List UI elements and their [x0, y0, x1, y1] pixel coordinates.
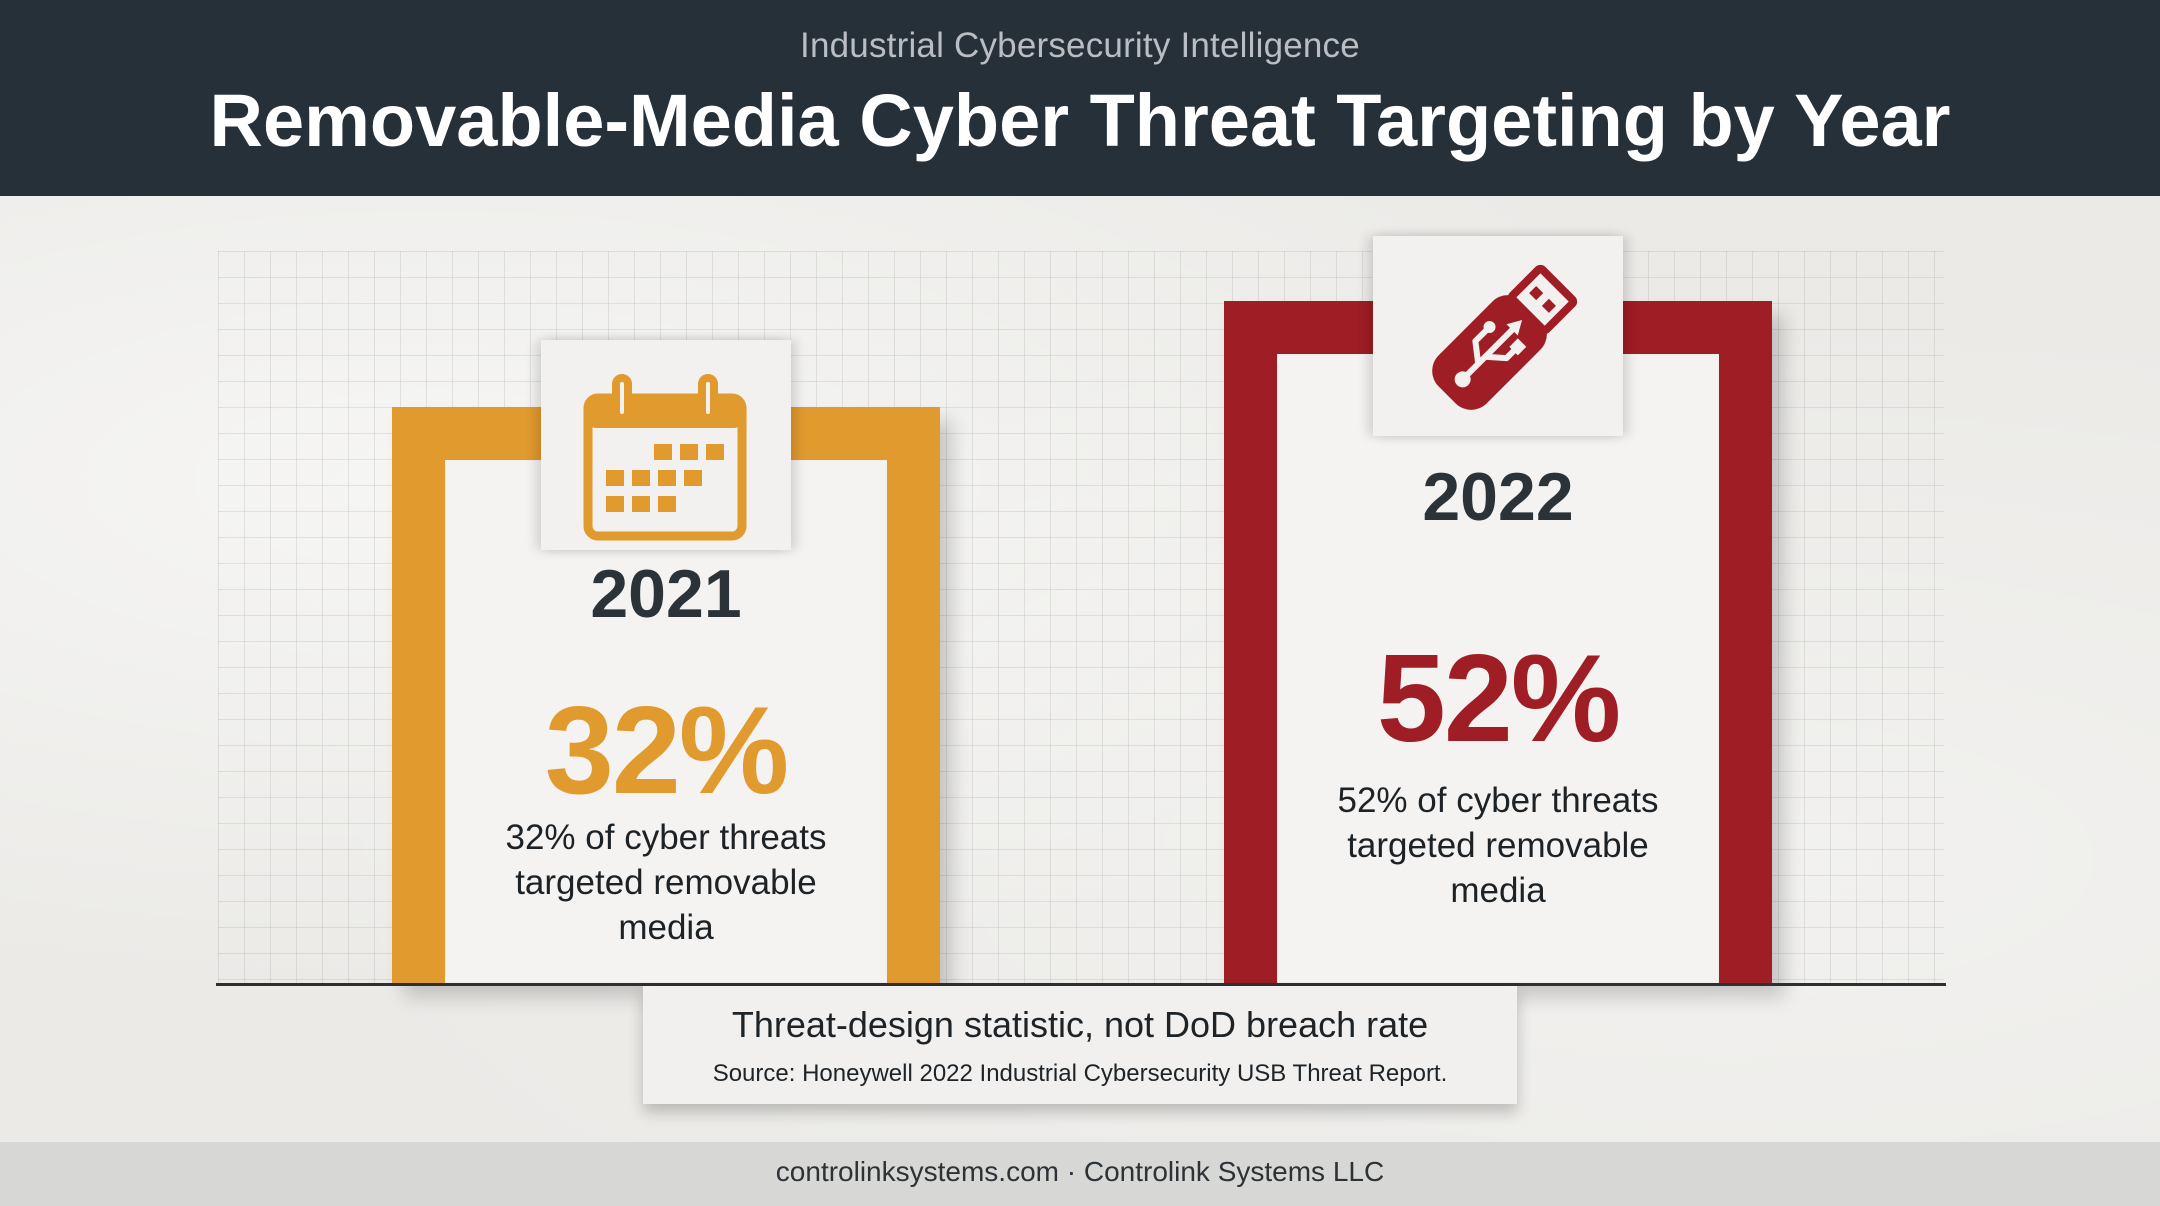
- usb-drive-icon: [1432, 264, 1578, 410]
- bar-2022-description-line-3: media: [1450, 871, 1546, 910]
- footer-text: controlinksystems.com · Controlink Syste…: [775, 1156, 1385, 1187]
- bar-2022-description-line-1: 52% of cyber threats: [1337, 781, 1659, 820]
- bar-2021-description-line-2: targeted removable: [515, 863, 817, 902]
- page-title: Removable-Media Cyber Threat Targeting b…: [209, 79, 1951, 162]
- bar-2022-value-label: 52%: [1376, 630, 1621, 768]
- bar-2021-value-label: 32%: [544, 682, 789, 820]
- bar-2022-description: 52% of cyber threats targeted removable …: [1302, 778, 1694, 913]
- source-note-card: Threat-design statistic, not DoD breach …: [643, 986, 1517, 1104]
- header-kicker: Industrial Cybersecurity Intelligence: [800, 26, 1360, 65]
- source-citation: Source: Honeywell 2022 Industrial Cybers…: [712, 1060, 1448, 1087]
- bar-2021-year-label: 2021: [590, 556, 742, 632]
- bar-2021-description-line-1: 32% of cyber threats: [505, 818, 827, 857]
- bar-2022-panel: [1277, 354, 1719, 983]
- calendar-icon: [583, 374, 747, 541]
- chart-baseline: [216, 983, 1946, 986]
- bar-2021-description: 32% of cyber threats targeted removable …: [470, 815, 862, 950]
- footer-bar: controlinksystems.com · Controlink Syste…: [0, 1142, 2160, 1206]
- bar-2021-description-line-3: media: [618, 908, 714, 947]
- header-bar: Industrial Cybersecurity Intelligence Re…: [0, 0, 2160, 196]
- note-caption: Threat-design statistic, not DoD breach …: [731, 1004, 1429, 1045]
- bar-2022-description-line-2: targeted removable: [1347, 826, 1649, 865]
- bar-2022-year-label: 2022: [1422, 459, 1574, 535]
